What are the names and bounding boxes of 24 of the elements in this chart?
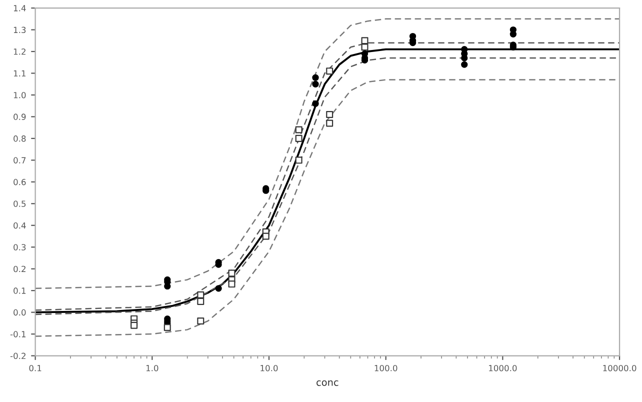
x-tick-label: 10.0 <box>260 364 278 372</box>
x-tick-label: 1.0 <box>146 364 158 372</box>
x-axis-title: conc <box>316 380 338 386</box>
y-tick-label: 0.4 <box>14 222 26 229</box>
y-tick-label: 1.2 <box>14 48 26 55</box>
y-tick-label: 1.4 <box>14 5 26 12</box>
x-tick-label: 1000.0 <box>489 364 517 372</box>
y-tick-label: 1.1 <box>14 70 26 76</box>
y-tick-label: 0.6 <box>14 178 26 186</box>
y-tick-label: -0.2 <box>10 352 26 360</box>
y-tick-label: 0.1 <box>14 288 26 294</box>
y-tick-label: 0.5 <box>14 200 26 207</box>
y-tick-label: 0.7 <box>14 157 26 164</box>
y-tick-label: 0.9 <box>14 114 26 120</box>
x-tick-label: 10000.0 <box>603 364 636 372</box>
y-tick-label: 0.0 <box>14 309 26 316</box>
y-tick-label: -0.1 <box>10 331 26 338</box>
x-tick-label: 100.0 <box>374 364 398 372</box>
x-tick-label: 0.1 <box>29 364 42 372</box>
y-tick-label: 0.3 <box>14 244 26 250</box>
y-tick-label: 0.8 <box>14 135 26 142</box>
y-tick-label: 1.3 <box>14 26 26 34</box>
y-tick-label: 1.0 <box>14 92 26 98</box>
y-tick-label: 0.2 <box>14 266 26 272</box>
